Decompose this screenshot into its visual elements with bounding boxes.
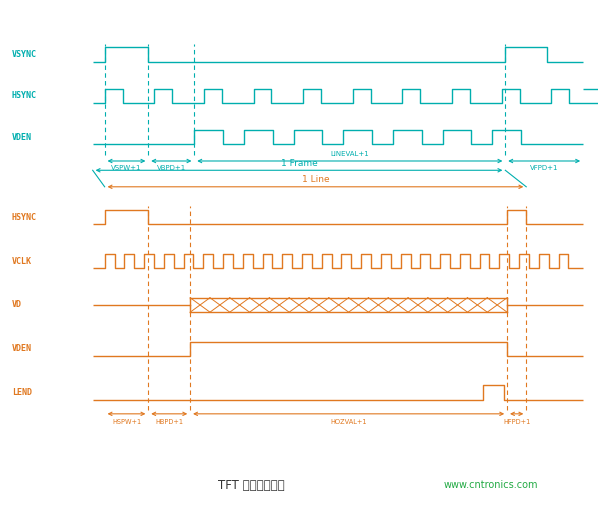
Text: VBPD+1: VBPD+1 (157, 165, 186, 171)
Text: VCLK: VCLK (12, 256, 32, 266)
Text: 1 Frame: 1 Frame (280, 159, 318, 168)
Text: VDEN: VDEN (12, 344, 32, 353)
Text: VSPW+1: VSPW+1 (111, 165, 142, 171)
Text: TFT 屏工作时序图: TFT 屏工作时序图 (218, 478, 285, 492)
Text: VFPD+1: VFPD+1 (530, 165, 559, 171)
Text: HSPW+1: HSPW+1 (112, 419, 141, 425)
Text: 1 Line: 1 Line (301, 175, 329, 184)
Text: HSYNC: HSYNC (12, 91, 37, 101)
Text: LINEVAL+1: LINEVAL+1 (331, 151, 369, 157)
Text: LEND: LEND (12, 388, 32, 397)
Text: HSYNC: HSYNC (12, 213, 37, 222)
Text: HBPD+1: HBPD+1 (155, 419, 183, 425)
Text: HOZVAL+1: HOZVAL+1 (330, 419, 367, 425)
Text: VD: VD (12, 300, 22, 310)
Text: VDEN: VDEN (12, 133, 32, 142)
Text: HFPD+1: HFPD+1 (503, 419, 530, 425)
Text: www.cntronics.com: www.cntronics.com (443, 480, 538, 490)
Text: VSYNC: VSYNC (12, 50, 37, 59)
